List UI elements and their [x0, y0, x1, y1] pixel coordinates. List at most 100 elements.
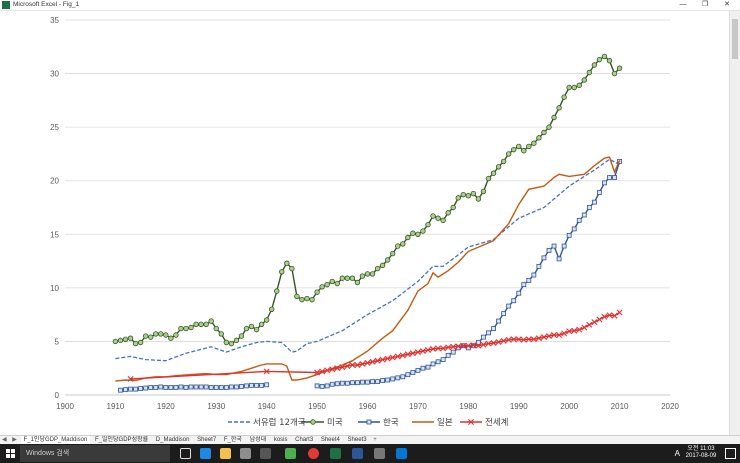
app-icon[interactable] — [285, 448, 296, 459]
app-icon[interactable] — [260, 448, 271, 459]
app-icon[interactable] — [374, 448, 385, 459]
data-point — [591, 62, 598, 68]
taskbar-clock[interactable]: 오전 11:03 2017-08-09 — [684, 446, 718, 460]
data-point — [178, 325, 184, 332]
data-point — [203, 321, 209, 327]
chrome-icon[interactable] — [308, 448, 319, 459]
start-button[interactable] — [0, 444, 20, 463]
y-tick-label: 5 — [55, 337, 60, 346]
x-tick-label: 1950 — [308, 402, 326, 411]
sheet-tab[interactable]: Chart3 — [295, 437, 314, 443]
data-point — [455, 343, 462, 350]
data-point — [117, 337, 124, 344]
data-point — [601, 53, 608, 60]
data-point — [445, 344, 452, 351]
data-point — [188, 384, 194, 390]
data-point — [476, 340, 481, 345]
data-point — [606, 312, 613, 319]
data-point — [334, 381, 340, 387]
data-point — [153, 331, 159, 337]
sheet-tab[interactable]: 남성대 — [249, 437, 267, 443]
add-sheet-button[interactable]: + — [373, 437, 377, 443]
sheet-tab[interactable]: Sheet7 — [197, 437, 217, 443]
data-point — [430, 345, 437, 352]
data-point — [485, 175, 492, 182]
data-point — [344, 363, 351, 370]
store-icon[interactable] — [240, 448, 251, 459]
data-point — [425, 364, 431, 370]
task-view-icon[interactable] — [180, 448, 191, 459]
data-point — [430, 361, 436, 367]
sheet-nav-prev[interactable]: ◀ — [2, 437, 7, 443]
minimize-button[interactable]: — — [679, 1, 687, 8]
excel-taskbar-icon[interactable] — [330, 448, 341, 459]
data-point — [576, 217, 582, 223]
sheet-tab[interactable]: D_Maddison — [155, 437, 190, 443]
x-tick-label: 1960 — [359, 402, 377, 411]
data-point — [314, 289, 320, 295]
data-point — [425, 221, 431, 228]
legend-marker — [310, 419, 316, 425]
data-point — [228, 340, 235, 347]
data-point — [470, 342, 477, 349]
data-point — [536, 264, 542, 269]
data-point — [198, 321, 204, 327]
x-tick-label: 1910 — [107, 402, 125, 411]
vertical-scrollbar[interactable] — [729, 11, 740, 435]
data-point — [405, 234, 411, 241]
data-point — [450, 343, 457, 350]
sheet-tab[interactable]: Sheet4 — [320, 437, 340, 443]
data-point — [486, 330, 491, 336]
data-point — [253, 326, 260, 333]
file-explorer-icon[interactable] — [220, 448, 231, 459]
data-point — [445, 352, 451, 358]
data-point — [511, 298, 517, 304]
data-point — [500, 158, 507, 165]
data-point — [359, 360, 366, 367]
sheet-tab[interactable]: Sheet3 — [347, 437, 367, 443]
notification-icon[interactable] — [725, 448, 736, 459]
sheet-tab[interactable]: kosis — [273, 437, 288, 443]
data-point — [112, 338, 119, 345]
y-tick-label: 20 — [50, 177, 59, 186]
sheet-nav-next[interactable]: ▶ — [12, 437, 17, 443]
data-point — [123, 387, 128, 393]
chart[interactable]: 0 5 10 15 20 25 30 35 1900 1910 1920 1930 1940 1950 19… — [40, 12, 690, 432]
data-point — [400, 241, 406, 247]
data-point — [329, 278, 335, 285]
data-point — [324, 383, 330, 389]
data-point — [269, 306, 275, 312]
data-point — [258, 321, 265, 327]
taskbar-search[interactable]: Windows 검색 — [20, 445, 170, 462]
data-point — [571, 84, 577, 91]
y-tick-label: 30 — [50, 70, 59, 79]
word-icon[interactable] — [352, 448, 363, 459]
restore-button[interactable]: ❐ — [701, 1, 709, 8]
data-point — [208, 385, 214, 390]
edge-icon[interactable] — [200, 448, 211, 459]
sheet-tab[interactable]: F_한국 — [223, 437, 242, 443]
data-point — [480, 188, 487, 195]
data-point — [263, 368, 270, 375]
close-button[interactable]: ✕ — [724, 1, 730, 8]
data-point — [394, 353, 401, 360]
input-language[interactable]: A — [674, 449, 680, 458]
data-point — [355, 380, 360, 386]
data-point — [329, 366, 336, 373]
data-point — [349, 380, 355, 386]
data-point — [399, 352, 406, 359]
sheet-tab[interactable]: F_1인당GDP_Maddison — [20, 436, 91, 445]
data-point — [505, 336, 512, 343]
series-line-3 — [115, 156, 621, 382]
x-tick-label: 1970 — [409, 402, 427, 411]
scrollbar-thumb[interactable] — [732, 19, 738, 59]
data-point — [349, 362, 356, 368]
data-point — [183, 325, 189, 332]
data-point — [561, 94, 567, 100]
data-point — [304, 295, 310, 302]
data-point — [551, 243, 557, 249]
data-point — [566, 328, 573, 335]
sheet-tab[interactable]: F_일인당GDP성장률 — [95, 437, 149, 443]
app-icon[interactable] — [396, 448, 407, 459]
data-point — [158, 384, 164, 390]
